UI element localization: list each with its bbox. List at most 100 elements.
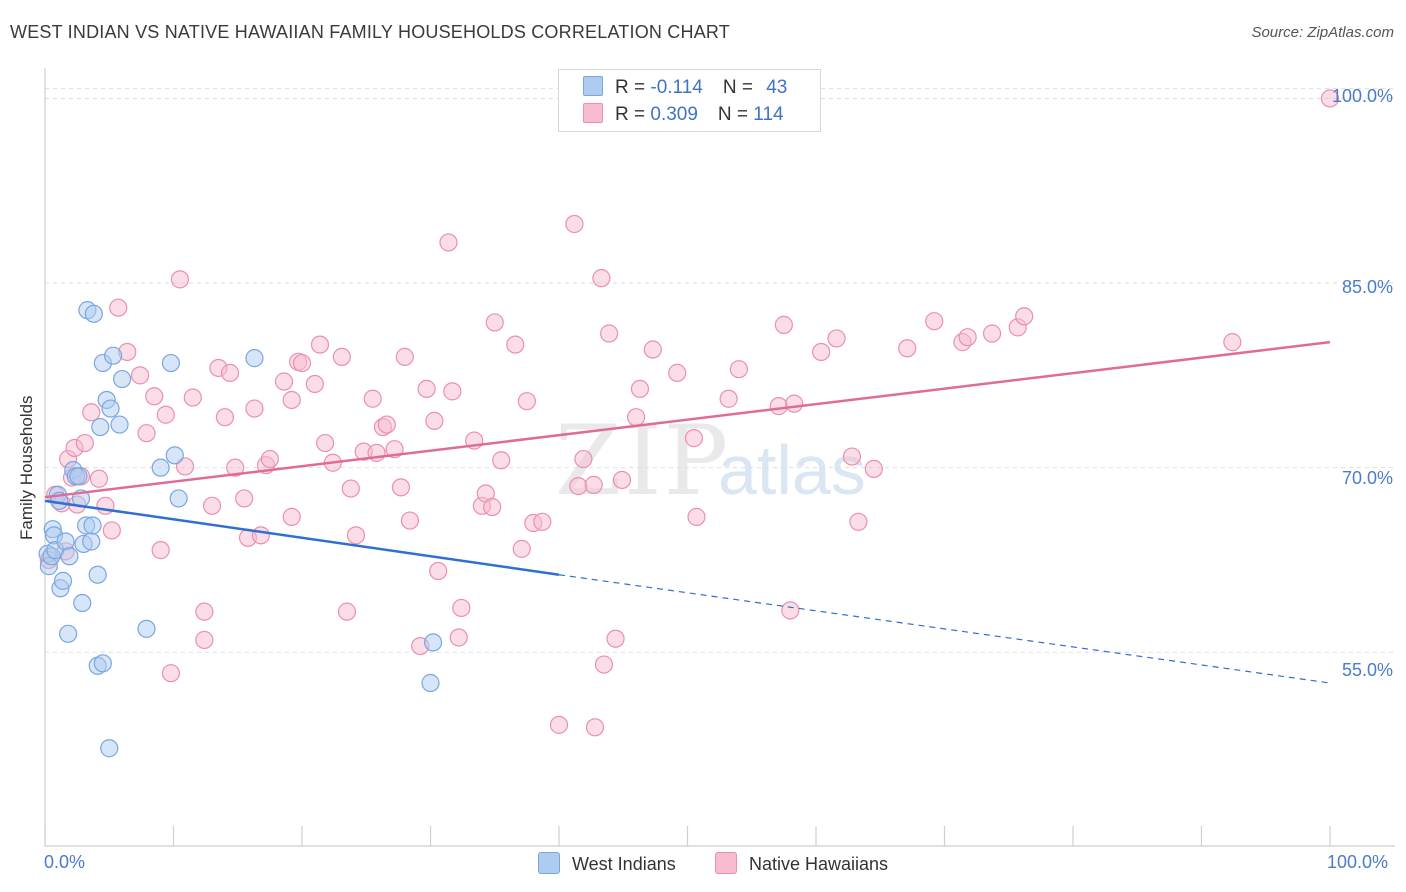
native-hawaiian-point — [925, 312, 944, 331]
stats-legend: R = -0.114 N = 43 R = 0.309 N = 114 — [558, 69, 821, 132]
west-indian-point — [59, 624, 78, 643]
native-hawaiian-point — [195, 602, 214, 621]
west-indian-point — [91, 417, 110, 437]
native-hawaiian-point — [245, 399, 264, 418]
native-hawaiian-point — [429, 561, 448, 581]
native-hawaiian-point — [377, 415, 396, 434]
native-hawaiian-point — [1015, 307, 1034, 326]
native-hawaiian-point — [687, 507, 706, 526]
chart-title: WEST INDIAN VS NATIVE HAWAIIAN FAMILY HO… — [10, 22, 730, 42]
native-hawaiian-point — [584, 475, 603, 494]
native-hawaiian-point — [1223, 333, 1242, 352]
legend-item-native-hawaiians[interactable]: Native Hawaiians — [715, 852, 888, 875]
trend-lines — [44, 340, 1331, 684]
y-tick-label: 100.0% — [1331, 86, 1393, 106]
x-tick-label: 100.0% — [1327, 852, 1389, 872]
native-hawaiian-point — [569, 477, 588, 496]
native-hawaiian-point — [729, 360, 749, 379]
y-axis-label: Family Households — [17, 395, 36, 540]
native-hawaiian-point — [425, 411, 444, 430]
native-hawaiian-point — [151, 541, 170, 560]
native-hawaiian-point — [512, 539, 531, 558]
native-hawaiian-point — [305, 374, 324, 394]
native-hawaiian-point — [145, 387, 164, 406]
native-hawaiian-point — [626, 408, 646, 427]
west-indian-point — [73, 593, 92, 613]
west-indian-point — [151, 458, 170, 477]
native-hawaiian-point — [449, 628, 468, 647]
west-indian-point — [101, 399, 120, 418]
y-tick-label: 55.0% — [1341, 660, 1393, 680]
native-hawaiian-point — [574, 449, 593, 469]
native-hawaiian-point — [282, 390, 301, 410]
native-hawaiian-point — [958, 328, 977, 347]
west-indian-points — [38, 301, 443, 758]
native-hawaiian-point — [812, 342, 831, 362]
native-hawaiian-point — [849, 512, 868, 531]
native-hawaiian-trend-line — [44, 340, 1331, 499]
native-hawaiian-point — [363, 389, 382, 408]
native-hawaiian-point — [82, 403, 101, 422]
native-hawaiian-point — [341, 479, 360, 498]
native-hawaiian-point — [274, 372, 294, 391]
native-hawaiian-point — [864, 459, 883, 478]
native-hawaiian-point — [1320, 89, 1340, 108]
legend-row-west-indian: R = -0.114 N = 43 — [583, 76, 787, 99]
y-tick-label: 85.0% — [1341, 277, 1393, 297]
native-hawaiian-point — [183, 388, 202, 407]
native-hawaiian-point — [533, 512, 552, 531]
west-indian-point — [137, 619, 156, 638]
west-indian-point — [69, 467, 88, 486]
native-hawaiian-point — [175, 457, 195, 476]
native-hawaiian-points — [39, 89, 1340, 737]
native-hawaiian-point — [630, 379, 650, 398]
west-indian-point — [82, 532, 101, 551]
native-hawaiian-point — [161, 664, 181, 683]
west-indian-point — [423, 633, 443, 652]
native-hawaiian-point — [316, 433, 335, 453]
native-hawaiian-point — [774, 315, 793, 334]
native-hawaiian-point — [156, 405, 175, 424]
native-hawaiian-point — [282, 507, 301, 526]
native-hawaiian-point — [235, 489, 254, 508]
native-hawaiian-point — [781, 601, 800, 620]
native-hawaiian-point — [982, 324, 1002, 343]
native-hawaiian-point — [565, 214, 584, 234]
native-hawaiian-point — [483, 497, 502, 517]
west-indian-point — [112, 369, 132, 389]
native-hawaiian-point — [785, 394, 804, 413]
legend-item-west-indians[interactable]: West Indians — [538, 852, 676, 875]
native-hawaiian-point — [109, 298, 128, 317]
native-hawaiian-point — [719, 389, 738, 408]
native-hawaiian-point — [220, 363, 240, 382]
native-hawaiian-point — [102, 521, 121, 540]
west-indian-point — [100, 739, 119, 758]
native-hawaiian-point — [452, 598, 471, 618]
native-hawaiian-point — [592, 269, 611, 288]
native-hawaiian-point — [585, 718, 605, 737]
native-hawaiian-point — [594, 655, 614, 674]
native-hawaiian-r-value: 0.309 — [650, 104, 698, 125]
legend-row-native-hawaiian: R = 0.309 N = 114 — [583, 103, 784, 126]
native-hawaiian-point — [612, 470, 632, 490]
native-hawaiian-point — [492, 451, 511, 470]
native-hawaiian-point — [842, 447, 862, 466]
west-indian-point — [421, 673, 440, 693]
native-hawaiian-point — [137, 424, 156, 443]
west-indian-point — [161, 353, 181, 373]
native-hawaiian-point — [96, 496, 115, 515]
native-hawaiian-point — [898, 339, 917, 358]
native-hawaiian-point — [517, 392, 536, 411]
west-indians-legend-label: West Indians — [572, 854, 676, 874]
native-hawaiian-point — [310, 335, 330, 354]
native-hawaiian-point — [332, 347, 351, 366]
west-indian-trend-extension — [558, 574, 1331, 684]
native-hawaiian-point — [506, 335, 525, 354]
native-hawaiian-point — [606, 629, 625, 648]
native-hawaiian-point — [292, 353, 312, 373]
grid-lines — [45, 88, 1395, 653]
native-hawaiian-n-value: 114 — [753, 104, 784, 125]
west-indians-legend-swatch — [538, 852, 560, 874]
west-indian-n-value: 43 — [766, 77, 788, 98]
west-indian-r-value: -0.114 — [650, 77, 703, 98]
